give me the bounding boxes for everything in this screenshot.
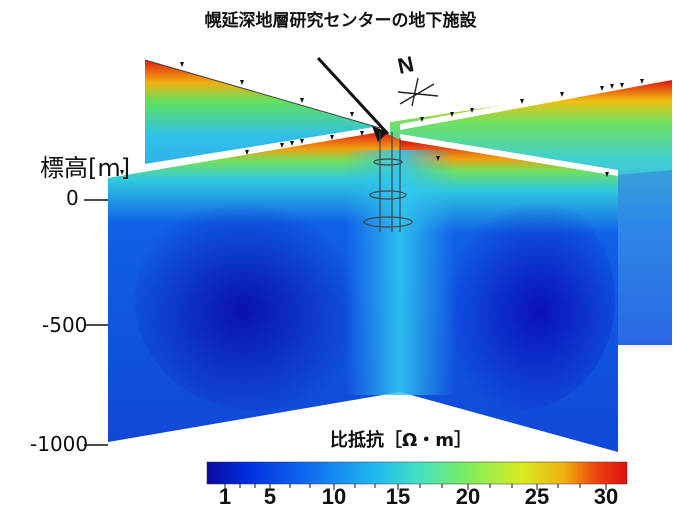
elevation-tick-0: 0 bbox=[66, 186, 79, 210]
surface-strip-left bbox=[108, 126, 380, 178]
colorbar-tick-15: 15 bbox=[385, 484, 411, 509]
colorbar-label: 比抵抗［Ω・m］ bbox=[330, 430, 473, 451]
north-label: N bbox=[395, 51, 416, 79]
survey-markers bbox=[120, 62, 644, 177]
surface-strip-right bbox=[400, 74, 672, 130]
figure-title: 幌延深地層研究センターの地下施設 bbox=[204, 11, 477, 31]
elevation-tick-minus-1000: -1000 bbox=[30, 432, 89, 456]
colorbar-tick-1: 1 bbox=[218, 484, 232, 509]
underground-facility bbox=[363, 132, 413, 232]
colorbar-tick-25: 25 bbox=[524, 484, 550, 509]
pointer-line bbox=[316, 56, 390, 136]
low-resistivity-zone-right bbox=[425, 190, 615, 410]
north-arrow bbox=[397, 77, 439, 107]
elevation-axis-ticks bbox=[84, 199, 108, 446]
elevation-axis-label: 標高[m] bbox=[40, 154, 131, 182]
colorbar-minor-ticks bbox=[224, 484, 607, 490]
elevation-tick-minus-500: -500 bbox=[42, 313, 88, 337]
colorbar-tick-20: 20 bbox=[455, 484, 481, 509]
low-resistivity-zone-left bbox=[135, 190, 375, 410]
colorbar-tick-5: 5 bbox=[263, 484, 277, 509]
colorbar-tick-30: 30 bbox=[593, 484, 619, 509]
back-left-surface-line bbox=[144, 59, 381, 129]
colorbar-tick-labels: 1 5 10 15 20 25 30 bbox=[0, 484, 681, 510]
surface-strip-front-right bbox=[400, 134, 618, 176]
colorbar-tick-10: 10 bbox=[321, 484, 347, 509]
colorbar bbox=[206, 461, 628, 485]
